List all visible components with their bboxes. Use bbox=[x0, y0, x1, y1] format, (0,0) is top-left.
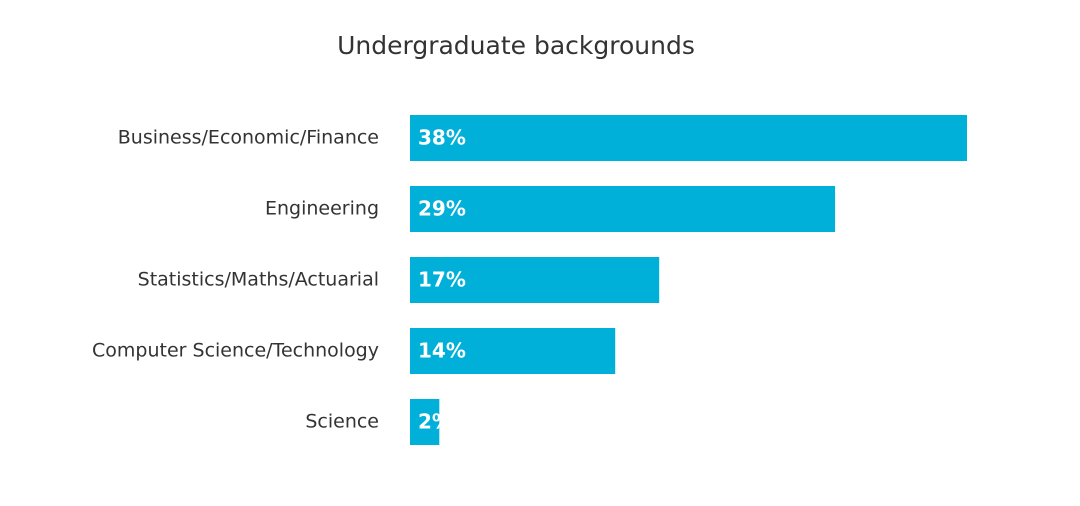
bar bbox=[410, 257, 660, 303]
bar bbox=[410, 115, 967, 161]
category-label: Business/Economic/Finance bbox=[118, 127, 379, 149]
category-label: Science bbox=[305, 411, 379, 433]
value-label: 2% bbox=[418, 410, 452, 434]
category-label: Engineering bbox=[265, 198, 379, 220]
value-label: 17% bbox=[418, 268, 466, 292]
bar bbox=[410, 328, 616, 374]
bar bbox=[410, 186, 836, 232]
chart-title: Undergraduate backgrounds bbox=[337, 31, 695, 60]
bar bbox=[410, 399, 440, 445]
value-label: 38% bbox=[418, 126, 466, 150]
category-label: Statistics/Maths/Actuarial bbox=[138, 269, 379, 291]
value-label: 29% bbox=[418, 197, 466, 221]
value-label: 14% bbox=[418, 339, 466, 363]
category-label: Computer Science/Technology bbox=[92, 340, 379, 362]
